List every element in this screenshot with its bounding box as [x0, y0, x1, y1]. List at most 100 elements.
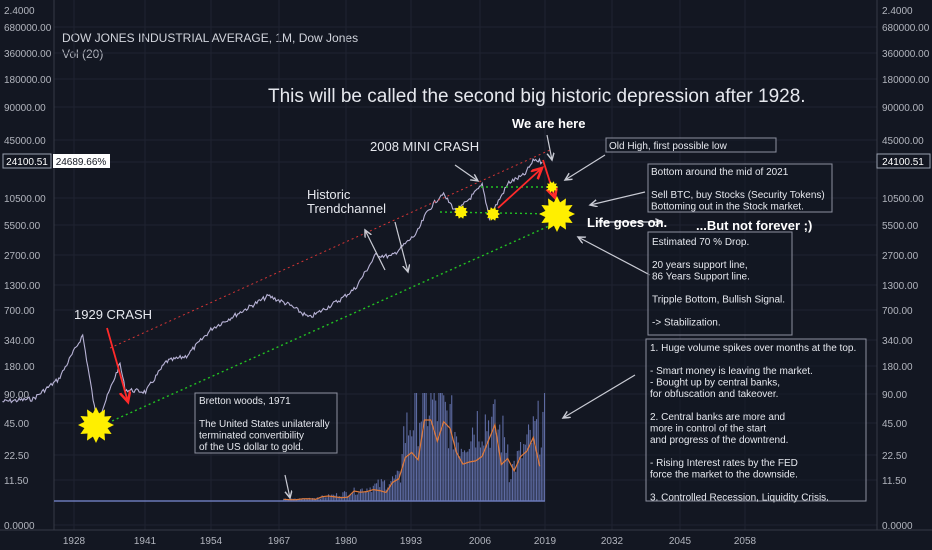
- x-tick-label: 2032: [601, 536, 624, 547]
- y-tick-label-right: 22.50: [882, 451, 907, 462]
- drop-estimate-text: 86 Years Support line.: [652, 272, 750, 283]
- burst-old-high: [546, 181, 558, 193]
- x-tick-label: 2006: [469, 536, 492, 547]
- burst-2002-low: [454, 205, 468, 219]
- y-tick-label-left: 340.00: [4, 336, 35, 347]
- life-goes-on-label: Life goes on.: [587, 215, 667, 230]
- bretton-woods-text: Bretton woods, 1971: [199, 396, 291, 407]
- headline-annotation: This will be called the second big histo…: [268, 86, 806, 107]
- burst-projected-bottom: [539, 196, 575, 232]
- volume-indicator-label[interactable]: Vol (20): [62, 47, 104, 61]
- y-tick-label-right: 90000.00: [882, 103, 924, 114]
- volume-analysis-text: - Bought up by central banks,: [650, 378, 780, 389]
- not-forever-label: ...But not forever ;): [696, 218, 812, 233]
- x-tick-label: 2058: [734, 536, 757, 547]
- left-price-tag: [2, 153, 52, 169]
- mini-crash-label: 2008 MINI CRASH: [370, 139, 479, 154]
- bottom-2021-text: Sell BTC, buy Stocks (Security Tokens): [651, 190, 825, 201]
- x-axis-ticks: 1928 1941 1954 1967 1980 1993 2006 2019 2032 2045…: [63, 536, 757, 547]
- y-tick-label-left: 90000.00: [4, 103, 46, 114]
- y-tick-label-right: 10500.00: [882, 194, 924, 205]
- y-tick-label-left: 680000.00: [4, 23, 52, 34]
- y-tick-label-right: 5500.00: [882, 221, 919, 232]
- y-tick-label-left: 180.00: [4, 362, 35, 373]
- right-price-tag-value: 24100.51: [882, 157, 924, 168]
- y-tick-label-left: 22.50: [4, 451, 29, 462]
- left-price-tag-value: 24100.51: [6, 157, 48, 168]
- bottom-2021-text: Bottom around the mid of 2021: [651, 167, 789, 178]
- y-tick-label-right: 360000.00: [882, 49, 930, 60]
- y-tick-label-right: 180.00: [882, 362, 913, 373]
- y-tick-label-left: 90.00: [4, 390, 29, 401]
- crash-1929-label: 1929 CRASH: [74, 307, 152, 322]
- y-tick-label-left: 180000.00: [4, 75, 52, 86]
- y-tick-label-left: 45000.00: [4, 136, 46, 147]
- historic-trendchannel-label: Trendchannel: [307, 201, 386, 216]
- volume-analysis-text: for obfuscation and takeover.: [650, 389, 778, 400]
- y-tick-label-left: 0.0000: [4, 521, 35, 532]
- y-tick-label-left: 1300.00: [4, 281, 41, 292]
- volume-analysis-text: and progress of the downtrend.: [650, 435, 788, 446]
- x-tick-label: 1954: [200, 536, 223, 547]
- left-change-tag-value: 24689.66%: [56, 157, 107, 168]
- burst-2009-low: [486, 207, 500, 221]
- volume-analysis-box: [645, 338, 867, 502]
- x-tick-label: 2045: [669, 536, 692, 547]
- y-top-label-left: 2.4000: [4, 6, 35, 17]
- bretton-woods-text: of the US dollar to gold.: [199, 442, 304, 453]
- y-tick-label-left: 10500.00: [4, 194, 46, 205]
- annotation-texts: This will be called the second big histo…: [74, 86, 867, 504]
- volume-analysis-text: - Rising Interest rates by the FED: [650, 458, 798, 469]
- price-tags: 24100.51 24689.66% 24100.51: [2, 153, 931, 169]
- volume-analysis-text: 1. Huge volume spikes over months at the…: [650, 343, 856, 354]
- drop-estimate-box: [647, 231, 793, 336]
- bretton-woods-text: terminated convertibility: [199, 431, 304, 442]
- x-tick-label: 1967: [268, 536, 291, 547]
- drop-estimate-text: Tripple Bottom, Bullish Signal.: [652, 295, 785, 306]
- right-price-tag: [876, 153, 931, 169]
- y-tick-label-left: 700.00: [4, 306, 35, 317]
- volume-analysis-text: force the market to the downside.: [650, 470, 798, 481]
- drop-estimate-text: 20 years support line,: [652, 260, 748, 271]
- bretton-woods-box: [194, 392, 338, 454]
- y-tick-label-left: 5500.00: [4, 221, 41, 232]
- drop-estimate-text: Estimated 70 % Drop.: [652, 237, 749, 248]
- y-tick-label-right: 0.0000: [882, 521, 913, 532]
- drop-estimate-text: -> Stabilization.: [652, 318, 721, 329]
- y-tick-label-left: 45.00: [4, 419, 29, 430]
- price-line: [2, 157, 543, 427]
- bottom-2021-box: [647, 163, 833, 213]
- y-tick-label-left: 11.50: [4, 476, 29, 487]
- y-tick-label-right: 45.00: [882, 419, 907, 430]
- right-y-axis-ticks: 2.4000 680000.00 360000.00 180000.00 90000.0…: [882, 6, 930, 532]
- x-tick-label: 1928: [63, 536, 86, 547]
- volume-analysis-text: more in control of the start: [650, 424, 766, 435]
- we-are-here-label: We are here: [512, 116, 585, 131]
- x-tick-label: 2019: [534, 536, 557, 547]
- annotation-arrows: [285, 134, 662, 498]
- volume-bars: [54, 393, 546, 502]
- y-top-label-right: 2.4000: [882, 6, 913, 17]
- y-tick-label-right: 1300.00: [882, 281, 919, 292]
- left-y-axis-ticks: 2.4000 680000.00 360000.00 180000.00 90000.0…: [4, 6, 52, 532]
- old-high-box: [605, 137, 777, 153]
- historic-trendchannel-label: Historic: [307, 187, 351, 202]
- y-tick-label-right: 340.00: [882, 336, 913, 347]
- left-change-tag: [53, 154, 110, 168]
- y-tick-label-right: 11.50: [882, 476, 907, 487]
- chart-header-title: DOW JONES INDUSTRIAL AVERAGE, 1M, Dow Jo…: [62, 31, 359, 45]
- volume-analysis-text: 3. Controlled Recession, Liquidity Crisi…: [650, 493, 829, 504]
- y-tick-label-right: 700.00: [882, 306, 913, 317]
- upper-resistance-line: [109, 149, 551, 349]
- y-tick-label-left: 360000.00: [4, 49, 52, 60]
- y-tick-label-right: 180000.00: [882, 75, 930, 86]
- lower-support-line: [102, 221, 559, 426]
- x-tick-label: 1941: [134, 536, 157, 547]
- volume-analysis-text: 2. Central banks are more and: [650, 412, 785, 423]
- burst-1932-bottom: [78, 407, 114, 443]
- volume-moving-average: [283, 419, 541, 501]
- y-tick-label-right: 45000.00: [882, 136, 924, 147]
- starburst-markers: [78, 181, 575, 443]
- bottom-2021-text: Bottoming out in the Stock market.: [651, 202, 804, 213]
